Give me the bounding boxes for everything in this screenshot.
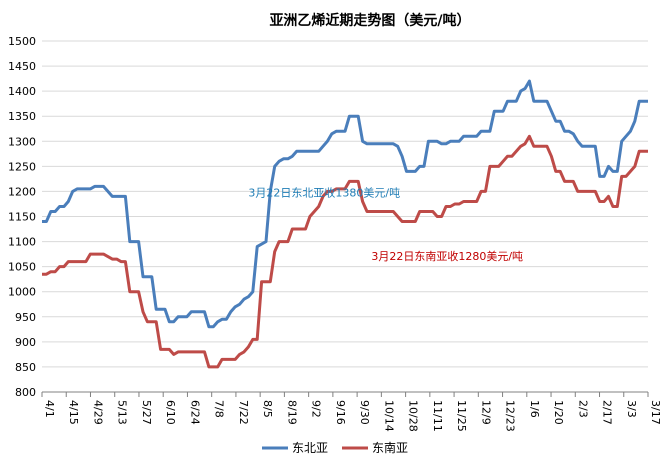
x-tick-label: 3/3 <box>625 400 638 418</box>
y-tick-label: 1500 <box>8 35 36 48</box>
x-tick-label: 2/3 <box>576 400 589 418</box>
x-tick-label: 5/27 <box>140 400 153 425</box>
annotations: 3月22日东北亚收1380美元/吨 3月22日东南亚收1280美元/吨 <box>248 185 523 263</box>
chart-title: 亚洲乙烯近期走势图（美元/吨） <box>269 12 470 29</box>
x-tick-label: 6/24 <box>188 400 201 425</box>
x-tick-label: 11/11 <box>431 400 444 432</box>
legend-label-1: 东南亚 <box>372 440 408 455</box>
x-tick-label: 11/25 <box>455 400 468 432</box>
y-tick-label: 1400 <box>8 85 36 98</box>
x-tick-label: 9/2 <box>310 400 323 418</box>
x-tick-label: 8/5 <box>261 400 274 418</box>
x-tick-label: 10/28 <box>407 400 420 432</box>
x-tick-label: 1/20 <box>552 400 565 425</box>
x-tick-label: 8/19 <box>285 400 298 425</box>
x-tick-label: 4/29 <box>91 400 104 425</box>
legend: 东北亚 东南亚 <box>262 440 408 455</box>
legend-label-0: 东北亚 <box>292 441 328 455</box>
y-tick-label: 1250 <box>8 160 36 173</box>
x-axis: 4/1 4/15 4/29 5/13 5/27 6/10 6/24 7/8 7/22 8/5 8/1… <box>41 391 660 432</box>
x-tick-label: 6/10 <box>164 400 177 425</box>
grid-lines <box>42 40 648 393</box>
y-tick-label: 1300 <box>8 135 36 148</box>
x-tick-label: 7/8 <box>213 400 226 418</box>
x-tick-label: 12/9 <box>479 400 492 425</box>
y-tick-label: 1200 <box>8 185 36 198</box>
y-tick-label: 1450 <box>8 60 36 73</box>
x-tick-label: 4/15 <box>67 400 80 425</box>
series-line-0 <box>42 79 648 329</box>
y-tick-label: 900 <box>15 336 36 349</box>
y-axis-ticks: 800 850 900 950 1000 1050 1100 1150 1200 1250 1300… <box>8 35 36 399</box>
x-tick-label: 9/30 <box>358 400 371 425</box>
y-tick-label: 1000 <box>8 286 36 299</box>
y-tick-label: 1150 <box>8 211 36 224</box>
x-tick-label: 1/6 <box>528 400 541 418</box>
y-tick-label: 850 <box>15 361 36 374</box>
x-tick-label: 10/14 <box>382 400 395 432</box>
series-line-1 <box>42 134 648 369</box>
x-tick-label: 9/16 <box>334 400 347 425</box>
x-tick-label: 7/22 <box>237 400 250 425</box>
y-tick-label: 1100 <box>8 236 36 249</box>
x-tick-label: 2/17 <box>601 400 614 425</box>
x-tick-label: 5/13 <box>116 400 129 425</box>
x-tick-label: 12/23 <box>504 400 517 432</box>
y-tick-label: 1350 <box>8 110 36 123</box>
annotation-1: 3月22日东南亚收1280美元/吨 <box>371 249 523 263</box>
series-lines <box>42 79 648 369</box>
annotation-0: 3月22日东北亚收1380美元/吨 <box>248 185 400 199</box>
x-tick-label: 3/17 <box>649 400 660 425</box>
y-tick-label: 950 <box>15 311 36 324</box>
y-tick-label: 1050 <box>8 261 36 274</box>
x-tick-label: 4/1 <box>43 400 56 418</box>
y-tick-label: 800 <box>15 386 36 399</box>
